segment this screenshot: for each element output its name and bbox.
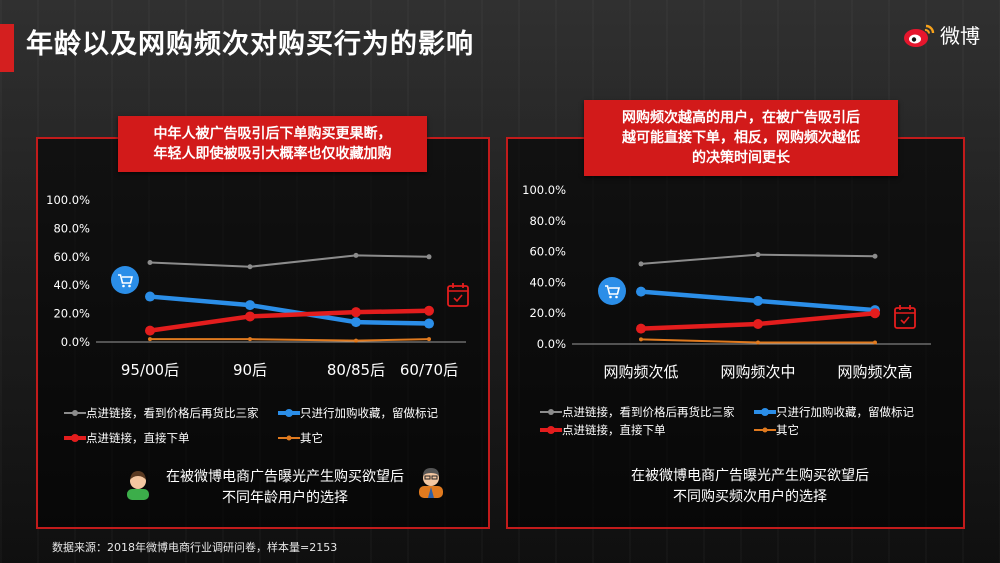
y-tick-label: 40.0% <box>53 278 90 292</box>
x-category-label: 80/85后 <box>327 361 385 379</box>
legend-item-buy: 点进链接，直接下单 <box>64 430 190 446</box>
data-point-buy <box>145 325 155 336</box>
data-point-other <box>248 337 252 342</box>
y-tick-label: 20.0% <box>53 307 90 321</box>
series-line-compare <box>149 254 430 268</box>
data-point-compare <box>638 261 644 267</box>
page-title: 年龄以及网购频次对购买行为的影响 <box>26 29 474 60</box>
legend-label: 点进链接，直接下单 <box>562 423 666 437</box>
data-point-favorite <box>245 300 255 311</box>
data-point-favorite <box>351 317 361 328</box>
callout-frequency: 网购频次越高的用户，在被广告吸引后 越可能直接下单，相反，网购频次越低 的决策时… <box>584 100 898 176</box>
data-point-buy <box>424 305 434 316</box>
y-tick-label: 80.0% <box>53 221 90 235</box>
data-point-other <box>427 337 431 342</box>
legend-item-favorite: 只进行加购收藏，留做标记 <box>754 404 914 420</box>
data-point-favorite <box>145 291 155 302</box>
y-tick-label: 20.0% <box>529 306 566 320</box>
series-line-buy <box>149 308 430 333</box>
data-point-compare <box>426 254 432 260</box>
legend-label: 点进链接，直接下单 <box>86 431 190 445</box>
series-line-other <box>150 338 430 342</box>
legend-label: 其它 <box>776 423 799 437</box>
callout-age: 中年人被广告吸引后下单购买更果断， 年轻人即使被吸引大概率也仅收藏加购 <box>118 116 427 172</box>
brand-name: 微博 <box>940 24 980 48</box>
x-category-label: 90后 <box>233 361 267 379</box>
data-source-note: 数据来源：2018年微博电商行业调研问卷，样本量=2153 <box>52 541 338 554</box>
data-point-favorite <box>636 286 646 297</box>
callout-age-line1: 中年人被广告吸引后下单购买更果断， <box>153 126 392 142</box>
y-tick-label: 80.0% <box>529 214 566 228</box>
callout-age-line2: 年轻人即使被吸引大概率也仅收藏加购 <box>153 146 392 162</box>
caption-age: 在被微博电商广告曝光产生购买欲望后 不同年龄用户的选择 <box>150 467 420 509</box>
data-point-buy <box>351 307 361 318</box>
x-category-label: 网购频次低 <box>603 363 678 380</box>
legend-label: 点进链接，看到价格后再货比三家 <box>562 405 735 419</box>
data-point-compare <box>872 253 878 259</box>
data-point-other <box>639 337 643 342</box>
line-chart-age: 100.0% 80.0% 60.0% 40.0% 20.0% 0.0% 95/00后 90后 8… <box>46 193 466 379</box>
caption-age-line1: 在被微博电商广告曝光产生购买欲望后 <box>166 469 404 485</box>
weibo-logo-icon <box>904 24 935 47</box>
y-tick-label: 0.0% <box>61 335 90 349</box>
weibo-brand: 微博 <box>902 20 980 49</box>
y-tick-label: 60.0% <box>53 250 90 264</box>
data-point-other <box>756 340 760 345</box>
data-point-compare <box>755 252 761 258</box>
title-accent-bar <box>0 24 14 72</box>
caption-age-line2: 不同年龄用户的选择 <box>222 490 348 506</box>
data-point-buy <box>636 323 646 334</box>
data-point-buy <box>245 311 255 322</box>
legend-label: 其它 <box>300 431 323 445</box>
caption-frequency-line1: 在被微博电商广告曝光产生购买欲望后 <box>631 468 869 484</box>
data-point-compare <box>353 252 359 258</box>
legend-label: 只进行加购收藏，留做标记 <box>776 405 914 419</box>
callout-frequency-line1: 网购频次越高的用户，在被广告吸引后 <box>622 110 860 126</box>
calendar-icon <box>446 282 470 312</box>
x-category-label: 网购频次中 <box>720 363 795 380</box>
cart-icon <box>598 277 626 309</box>
chart-panel-age <box>36 137 490 529</box>
legend-item-other: 其它 <box>754 422 799 438</box>
legend-item-favorite: 只进行加购收藏，留做标记 <box>278 405 438 421</box>
data-point-buy <box>753 318 763 329</box>
x-category-label: 95/00后 <box>121 361 179 379</box>
y-tick-label: 60.0% <box>529 245 566 259</box>
young-user-avatar <box>124 468 152 504</box>
y-tick-label: 100.0% <box>46 193 90 207</box>
legend-item-compare: 点进链接，看到价格后再货比三家 <box>64 405 259 421</box>
caption-frequency: 在被微博电商广告曝光产生购买欲望后 不同购买频次用户的选择 <box>610 466 890 508</box>
legend-label: 点进链接，看到价格后再货比三家 <box>86 406 259 420</box>
data-point-favorite <box>424 318 434 329</box>
data-point-favorite <box>753 295 763 306</box>
callout-frequency-line2: 越可能直接下单，相反，网购频次越低 <box>622 130 860 146</box>
callout-frequency-line3: 的决策时间更长 <box>692 150 790 166</box>
x-category-label: 60/70后 <box>400 361 458 379</box>
legend-item-buy: 点进链接，直接下单 <box>540 422 666 438</box>
caption-frequency-line2: 不同购买频次用户的选择 <box>673 489 827 505</box>
y-tick-label: 100.0% <box>522 183 566 197</box>
y-tick-label: 40.0% <box>529 275 566 289</box>
data-point-other <box>148 337 152 342</box>
data-point-buy <box>870 308 880 319</box>
line-chart-frequency: 100.0% 80.0% 60.0% 40.0% 20.0% 0.0% 网购频次低 网购频次中… <box>522 183 931 380</box>
data-point-other <box>354 338 358 343</box>
middle-aged-user-avatar <box>416 464 446 502</box>
data-point-other <box>873 340 877 345</box>
cart-icon <box>111 266 139 298</box>
data-point-compare <box>247 264 253 270</box>
legend-label: 只进行加购收藏，留做标记 <box>300 406 438 420</box>
y-tick-label: 0.0% <box>537 337 566 351</box>
legend-item-compare: 点进链接，看到价格后再货比三家 <box>540 404 735 420</box>
x-category-label: 网购频次高 <box>837 363 912 380</box>
calendar-icon <box>893 304 917 334</box>
data-point-compare <box>147 259 153 265</box>
legend-item-other: 其它 <box>278 430 323 446</box>
